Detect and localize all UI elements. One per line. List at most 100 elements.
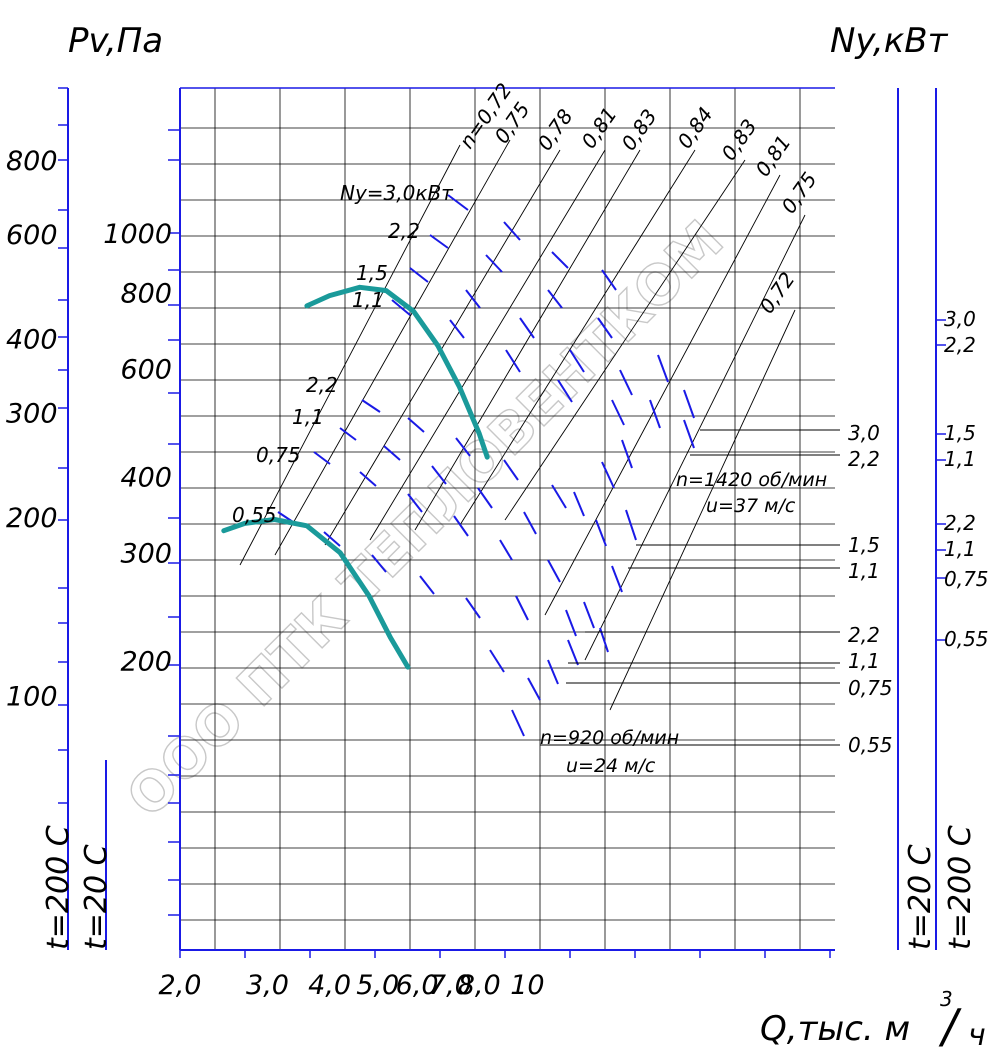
x-axis-tick-label: 3,0 [246,970,289,1001]
efficiency-line [459,149,696,526]
power-label-lower: 1,1 [292,405,324,429]
curve-n1420 [304,284,490,460]
power-axis-title: Ny,кВт [830,21,949,61]
efficiency-label: 0,81 [750,131,795,181]
y-axis-inner-tick-label: 800 [120,278,172,309]
power-label-lower: 0,75 [256,443,301,467]
y-axis-inner-tick-label: 400 [120,462,172,493]
y-axis-outer-tick-label: 200 [6,503,58,534]
power-scale-label-1420: 1,5 [848,533,880,557]
power-dash [515,595,529,621]
x-axis-tick-label: 5,0 [356,970,399,1001]
efficiency-line [274,139,511,556]
power-label-lower: 2,2 [306,373,338,397]
power-dash [383,445,401,461]
power-dash [431,465,447,485]
x-axis-title: Q,тыс. м [760,1009,910,1049]
temp-left-inner: t=20 С [79,844,114,950]
power-dash [505,349,521,373]
power-dash [407,417,425,433]
power-dash [489,649,505,673]
performance-curves [221,284,490,670]
power-dash [621,439,633,469]
power-dash [547,289,563,309]
x-axis-tick-label: 7,0 [429,970,472,1001]
y-axis-inner-tick-label: 200 [120,646,172,677]
y-axis-inner-tick-label: 600 [120,355,172,386]
x-axis-title-main: Q,тыс. м [760,1009,910,1049]
y-axis-outer-tick-label: 800 [6,146,58,177]
efficiency-line [504,159,746,521]
power-label-upper: 1,1 [352,288,384,312]
power-dash [649,399,661,429]
power-dash [551,484,567,509]
power-dash [583,601,595,629]
power-dash [313,451,331,465]
power-dash [485,254,503,273]
efficiency-label: 0,72 [754,268,799,318]
curve-label-n1420: n=1420 об/мин [676,469,827,491]
power-dash [465,289,481,309]
curve-label-n920: n=920 об/мин [540,727,679,749]
power-axis-label: 2,2 [944,511,976,535]
power-dash [547,659,559,685]
power-dash [557,379,573,403]
power-dash [601,269,617,291]
efficiency-line [239,144,461,566]
y-axis-inner-tick-label: 300 [120,539,172,570]
power-dash [567,639,579,666]
power-dash [449,319,465,339]
chart-tick-labels: 800 600 400 300 200 100 1000 800 600 400 300 200 2,0… [6,146,545,1001]
x-axis-tick-label: 10 [510,970,544,1001]
power-dash [361,399,381,413]
efficiency-label: 0,75 [776,168,821,218]
power-reference-lines [540,429,840,746]
power-dash [611,399,625,426]
temp-right-inner: t=20 С [903,844,938,950]
x-axis-tick-label: 4,0 [308,970,351,1001]
y-axis-outer-tick-label: 300 [6,399,58,430]
power-dash [619,369,633,396]
power-dash [597,317,613,339]
power-axis-label: 0,55 [944,627,989,651]
power-dash [477,487,493,509]
power-dash [455,437,471,457]
power-dash [611,565,623,593]
x-axis-title-unit: ч [968,1018,986,1053]
y-axis-outer-tick-label: 100 [6,682,58,713]
efficiency-label: 0,83 [616,105,661,155]
x-axis-tick-label: 6,0 [396,970,439,1001]
power-dashes [277,194,695,737]
power-dash [657,354,669,383]
efficiency-line [414,149,641,531]
x-axis-title-superscript: 3 [940,987,953,1011]
power-scale-label-920: 0,75 [848,676,893,700]
power-label-lower: 0,55 [232,503,277,527]
power-dash [407,493,423,513]
y-axis-title: Pv,Па [68,21,163,61]
power-dash [573,491,585,517]
power-dash [569,349,585,373]
power-dash [447,194,469,211]
power-dash [519,317,535,339]
power-dash [409,267,429,283]
power-dash [323,531,341,547]
power-label-upper: 2,2 [388,219,420,243]
power-dash [511,709,525,737]
power-dash [465,597,481,619]
power-dash [359,471,377,487]
power-dash [527,677,541,701]
power-dash [595,519,607,547]
power-axis-label: 2,2 [944,333,976,357]
efficiency-line [324,149,561,546]
power-dash [551,251,569,269]
efficiency-line [369,149,606,541]
power-scale-label-920: 1,1 [848,649,880,673]
efficiency-lines [239,139,806,711]
y-axis-inner-tick-label: 1000 [103,219,172,250]
power-axis-label: 1,5 [944,421,976,445]
power-dash [503,459,519,481]
power-axis-label: 1,1 [944,447,976,471]
chart-annotations: n=0,720,750,780,810,83 0,840,830,810,750,… [232,79,989,777]
